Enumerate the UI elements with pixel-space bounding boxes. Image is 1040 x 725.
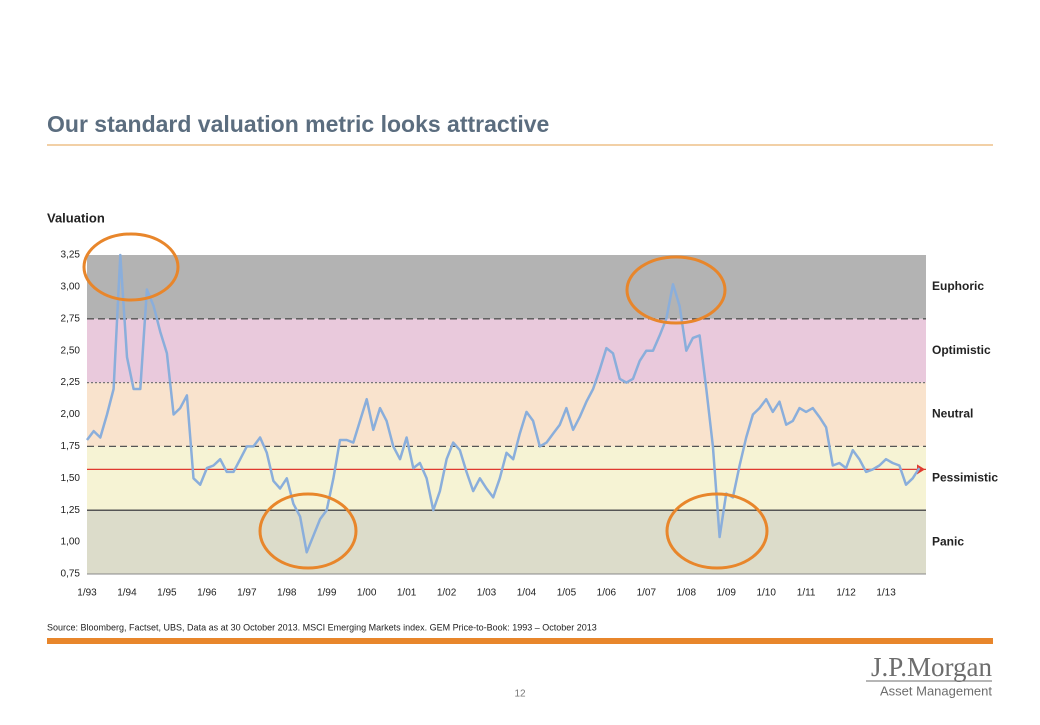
valuation-band: [87, 318, 926, 383]
y-tick-label: 2,50: [61, 345, 81, 356]
footer-bar: [47, 638, 993, 644]
x-tick-label: 1/09: [717, 588, 737, 599]
y-tick-label: 2,25: [61, 377, 81, 388]
highlight-circle: [665, 492, 769, 570]
slide-title: Our standard valuation metric looks attr…: [47, 111, 549, 137]
series-line: [86, 253, 921, 554]
valuation-band: [87, 255, 926, 319]
band-label: Pessimistic: [932, 470, 998, 484]
y-tick-label: 3,00: [61, 282, 81, 293]
highlight-circle: [625, 255, 727, 325]
x-tick-label: 1/97: [237, 588, 257, 599]
x-tick-label: 1/96: [197, 588, 217, 599]
logo-division: Asset Management: [880, 683, 992, 698]
x-tick-label: 1/00: [357, 588, 377, 599]
x-tick-label: 1/10: [756, 588, 776, 599]
valuation-band: [87, 510, 926, 574]
x-tick-label: 1/93: [77, 588, 97, 599]
x-tick-label: 1/95: [157, 588, 177, 599]
x-tick-label: 1/99: [317, 588, 337, 599]
x-tick-label: 1/07: [637, 588, 657, 599]
x-tick-label: 1/06: [597, 588, 617, 599]
band-label: Euphoric: [932, 279, 984, 293]
y-axis-label: Valuation: [47, 210, 105, 225]
average-marker: [917, 464, 925, 475]
x-tick-label: 1/03: [477, 588, 497, 599]
y-tick-label: 3,25: [61, 250, 81, 261]
x-tick-label: 1/01: [397, 588, 417, 599]
page-number: 12: [514, 689, 526, 700]
x-tick-label: 1/13: [876, 588, 896, 599]
x-tick-label: 1/08: [677, 588, 697, 599]
y-tick-label: 1,00: [61, 537, 81, 548]
annotations: [82, 232, 769, 570]
plot: 0,75 1,00 1,25 1,50 1,75 2,00 2,25 2,50 2,75 3,00…: [61, 250, 926, 599]
y-tick-label: 1,50: [61, 473, 81, 484]
logo-name: J.P.Morgan: [871, 652, 993, 682]
x-tick-label: 1/12: [836, 588, 856, 599]
y-tick-label: 2,00: [61, 409, 81, 420]
x-tick-label: 1/05: [557, 588, 577, 599]
y-tick-label: 2,75: [61, 313, 81, 324]
y-tick-label: 0,75: [61, 569, 81, 580]
x-tick-label: 1/11: [797, 588, 816, 599]
x-tick-label: 1/94: [117, 588, 137, 599]
x-tick-label: 1/98: [277, 588, 297, 599]
valuation-band: [87, 382, 926, 447]
y-tick-label: 1,25: [61, 505, 81, 516]
source-note: Source: Bloomberg, Factset, UBS, Data as…: [47, 622, 597, 632]
band-label: Neutral: [932, 407, 973, 421]
x-tick-label: 1/04: [517, 588, 537, 599]
band-label: Panic: [932, 534, 964, 548]
highlight-circle: [258, 492, 358, 570]
x-tick-label: 1/02: [437, 588, 457, 599]
y-tick-label: 1,75: [61, 441, 81, 452]
highlight-circle: [82, 232, 180, 302]
band-label: Optimistic: [932, 343, 991, 357]
